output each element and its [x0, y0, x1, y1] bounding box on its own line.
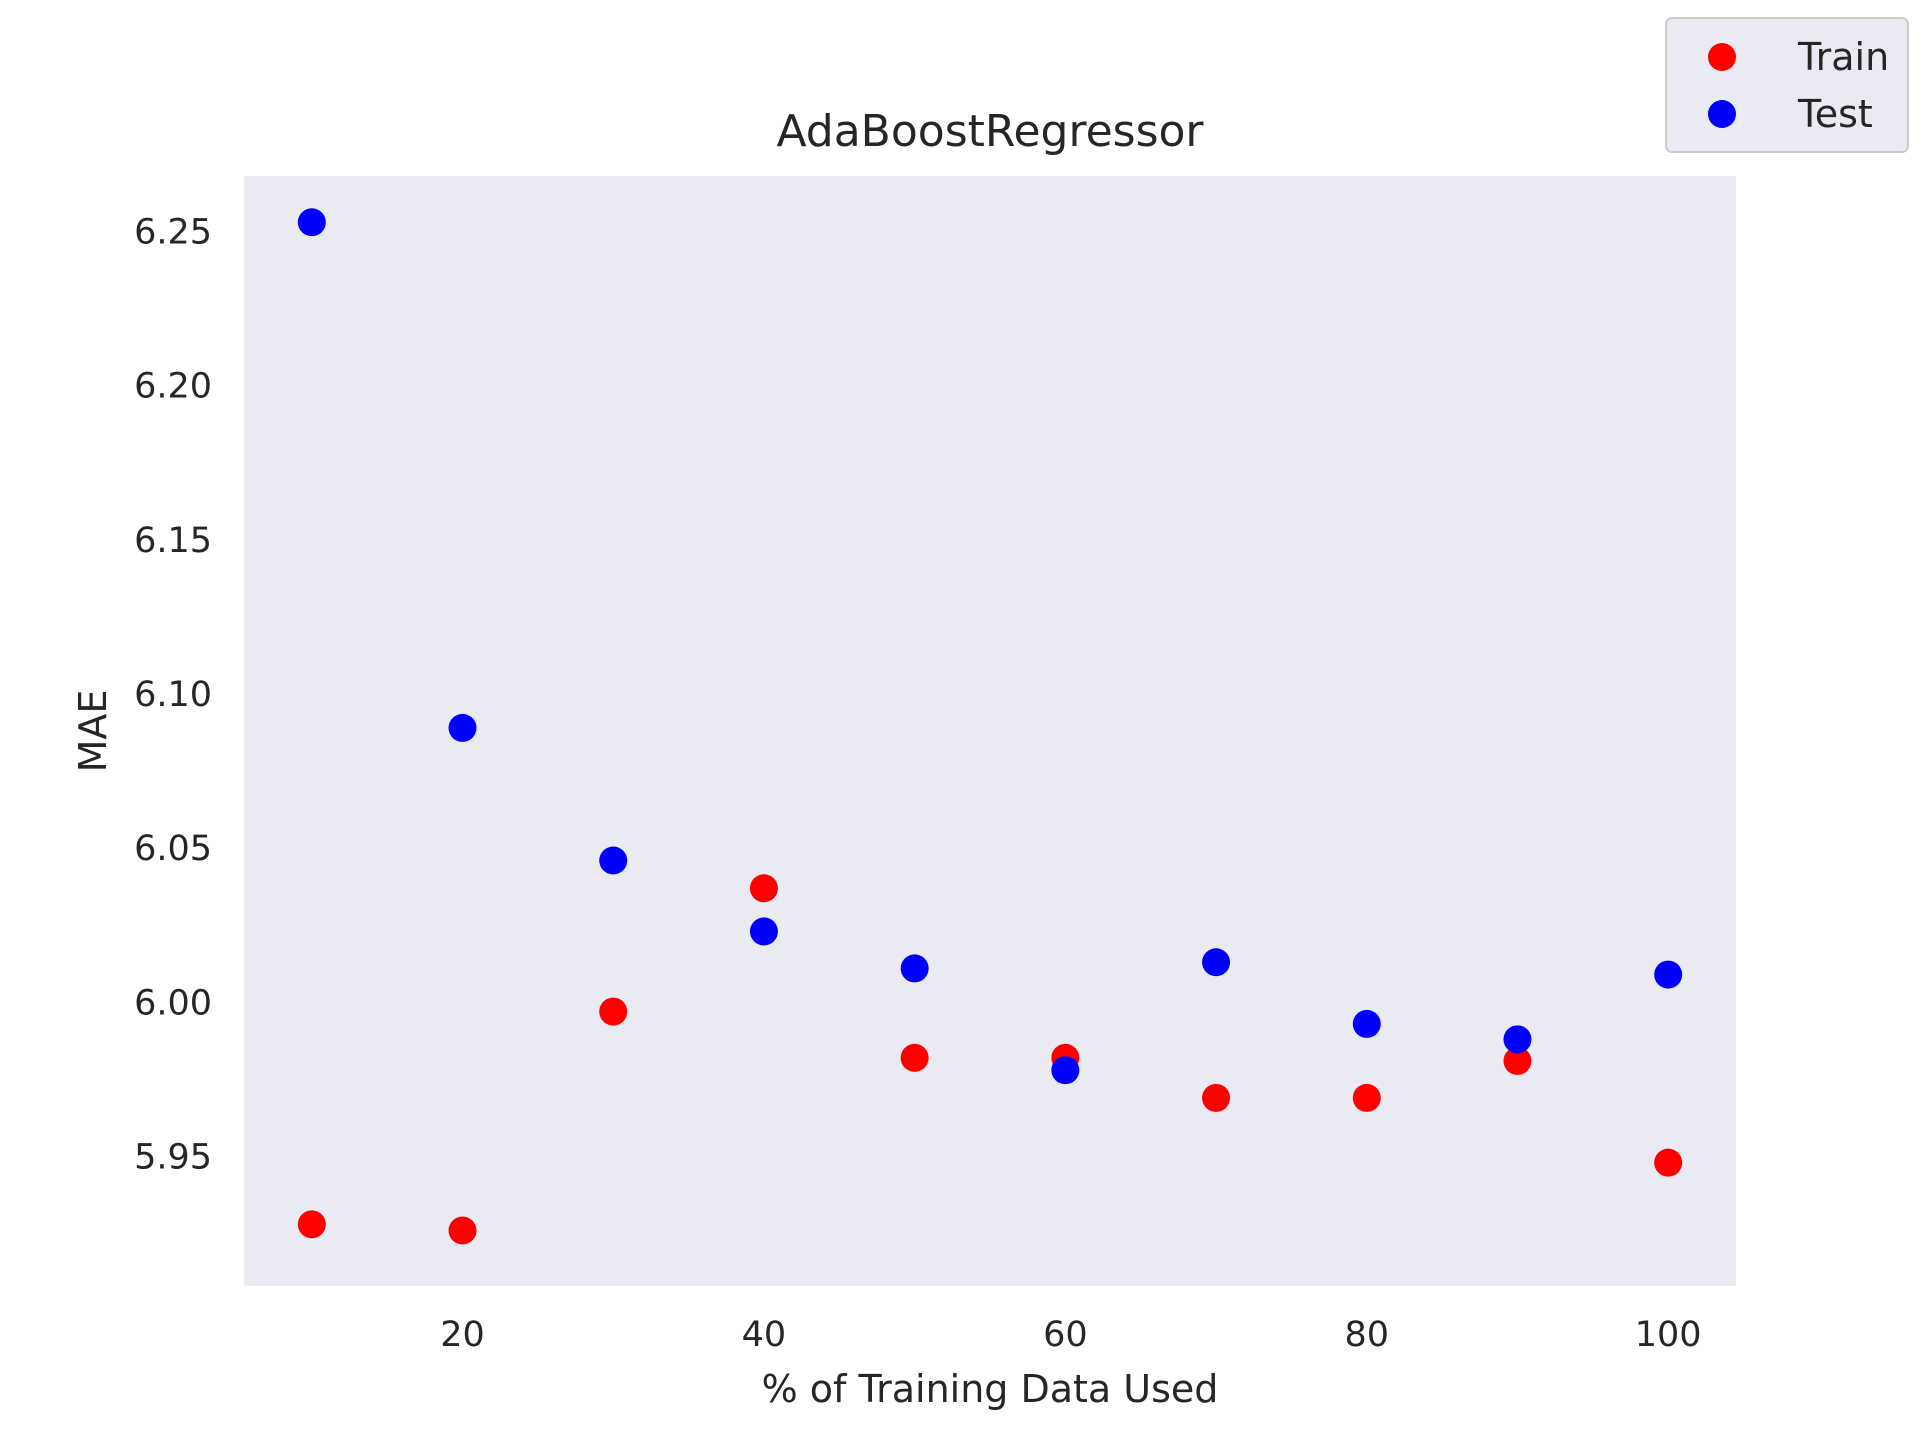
train-point-20	[448, 1216, 477, 1245]
x-tick-label: 80	[1344, 1315, 1389, 1355]
y-tick-label: 6.05	[134, 829, 212, 869]
y-tick-label: 6.15	[134, 521, 212, 561]
x-tick-label: 100	[1635, 1315, 1702, 1355]
train-point-90	[1503, 1046, 1532, 1075]
x-tick-label: 60	[1043, 1315, 1088, 1355]
y-tick-label: 6.00	[134, 983, 212, 1023]
train-point-30	[599, 997, 628, 1026]
y-axis-label: MAE	[71, 690, 115, 773]
test-point-80	[1352, 1009, 1381, 1038]
test-point-50	[900, 954, 929, 983]
chart-title: AdaBoostRegressor	[776, 106, 1204, 157]
y-tick-label: 6.20	[134, 367, 212, 407]
data-points	[297, 208, 1683, 1245]
test-point-20	[448, 713, 477, 742]
x-axis-label: % of Training Data Used	[762, 1367, 1219, 1411]
legend-marker-test	[1708, 100, 1736, 128]
train-point-50	[900, 1043, 929, 1072]
test-point-100	[1654, 960, 1683, 989]
y-tick-label: 6.10	[134, 675, 212, 715]
test-point-10	[297, 208, 326, 237]
legend-label-test: Test	[1797, 92, 1873, 136]
y-tick-label: 6.25	[134, 213, 212, 253]
x-axis-ticks: 20 40 60 80 100	[440, 1315, 1701, 1355]
test-point-60	[1051, 1056, 1080, 1085]
train-point-40	[749, 874, 778, 903]
plot-area	[244, 176, 1736, 1286]
train-point-80	[1352, 1083, 1381, 1112]
test-point-30	[599, 846, 628, 875]
legend-label-train: Train	[1797, 35, 1889, 79]
test-point-40	[749, 917, 778, 946]
legend-marker-train	[1708, 43, 1736, 71]
train-point-70	[1202, 1083, 1231, 1112]
x-tick-label: 40	[742, 1315, 787, 1355]
y-axis-ticks: 5.95 6.00 6.05 6.10 6.15 6.20 6.25	[134, 213, 212, 1178]
y-tick-label: 5.95	[134, 1138, 212, 1178]
test-point-90	[1503, 1025, 1532, 1054]
test-point-70	[1202, 948, 1231, 977]
train-point-10	[297, 1210, 326, 1239]
x-tick-label: 20	[440, 1315, 485, 1355]
legend: Train Test	[1665, 17, 1909, 153]
train-point-100	[1654, 1148, 1683, 1177]
